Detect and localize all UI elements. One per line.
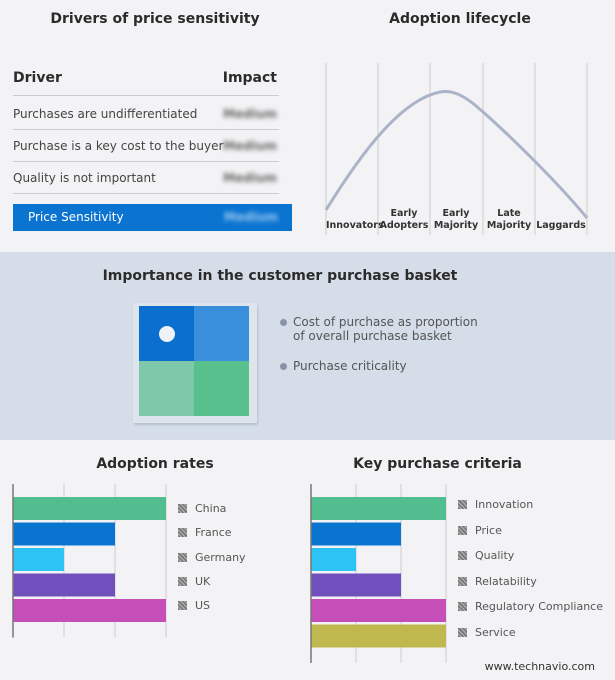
lifecycle-title: Adoption lifecycle	[389, 11, 531, 27]
drivers-title: Drivers of price sensitivity	[50, 11, 260, 27]
bullet-icon	[280, 319, 287, 326]
bar-us	[13, 599, 166, 622]
bar-uk	[13, 573, 115, 597]
impact-value: Medium	[223, 139, 277, 153]
adoption-rates-title: Adoption rates	[96, 456, 214, 472]
lifecycle-stage: Laggards	[536, 220, 586, 231]
lifecycle-stage: Late Majority	[486, 208, 532, 231]
lifecycle-curve	[324, 89, 589, 219]
lifecycle-stage: Early Majority	[433, 208, 479, 231]
legend-item: Regulatory Compliance	[458, 600, 603, 613]
bar-price	[311, 522, 401, 546]
bar-china	[13, 497, 166, 520]
legend-item: Service	[458, 626, 516, 639]
bar-regulatory-compliance	[311, 599, 446, 622]
basket-matrix	[133, 303, 257, 423]
price-sensitivity-summary: Price Sensitivity Medium	[13, 204, 292, 231]
bullet-icon	[280, 363, 287, 370]
legend-swatch-icon	[178, 601, 187, 611]
key-criteria-title: Key purchase criteria	[353, 456, 522, 472]
bar-quality	[311, 548, 356, 571]
legend-item: Price	[458, 524, 502, 537]
legend-item: UK	[178, 575, 210, 588]
lifecycle-stage: Early Adopters	[379, 208, 429, 231]
legend-swatch-icon	[178, 576, 187, 586]
basket-item: Purchase criticality	[293, 359, 407, 373]
driver-row: Purchases are undifferentiated Medium	[13, 98, 279, 130]
legend-swatch-icon	[458, 602, 467, 611]
legend-swatch-icon	[458, 500, 467, 509]
impact-value: Medium	[223, 171, 277, 185]
bar-service	[311, 624, 446, 648]
lifecycle-chart	[324, 63, 589, 235]
matrix-cell	[139, 361, 194, 416]
summary-impact: Medium	[224, 210, 278, 224]
legend-swatch-icon	[458, 551, 467, 560]
position-marker	[159, 326, 175, 342]
bar-relatability	[311, 573, 401, 597]
key-criteria-chart	[310, 484, 447, 663]
driver-row: Quality is not important Medium	[13, 162, 279, 194]
bar-innovation	[311, 497, 446, 520]
driver-col-header: Driver	[13, 70, 62, 86]
legend-item: US	[178, 599, 210, 612]
impact-value: Medium	[223, 107, 277, 121]
basket-legend: Cost of purchase as proportion of overal…	[280, 315, 480, 373]
matrix-cell	[194, 306, 249, 361]
basket-title: Importance in the customer purchase bask…	[102, 268, 458, 284]
basket-item: Cost of purchase as proportion of overal…	[293, 315, 478, 343]
legend-item: China	[178, 502, 226, 515]
bar-france	[13, 522, 115, 546]
legend-item: France	[178, 526, 232, 539]
driver-label: Purchase is a key cost to the buyer	[13, 139, 224, 153]
footer-url: www.technavio.com	[484, 660, 595, 673]
legend-swatch-icon	[458, 525, 467, 535]
drivers-header: Driver Impact	[13, 70, 279, 96]
driver-label: Quality is not important	[13, 171, 156, 185]
lifecycle-stage: Innovators	[326, 220, 384, 231]
legend-item: Relatability	[458, 575, 537, 588]
impact-col-header: Impact	[222, 70, 277, 86]
legend-swatch-icon	[458, 576, 467, 586]
matrix-cell	[194, 361, 249, 416]
adoption-rates-chart	[12, 484, 167, 638]
driver-row: Purchase is a key cost to the buyer Mediu…	[13, 130, 279, 162]
legend-item: Germany	[178, 551, 246, 564]
legend-swatch-icon	[178, 528, 187, 538]
legend-swatch-icon	[178, 552, 187, 562]
legend-item: Innovation	[458, 498, 533, 511]
matrix-cell	[139, 306, 194, 361]
legend-item: Quality	[458, 549, 514, 562]
legend-swatch-icon	[178, 504, 187, 513]
basket-section	[0, 252, 615, 440]
summary-label: Price Sensitivity	[28, 210, 124, 224]
bar-germany	[13, 548, 64, 571]
legend-swatch-icon	[458, 627, 467, 637]
driver-label: Purchases are undifferentiated	[13, 107, 198, 121]
